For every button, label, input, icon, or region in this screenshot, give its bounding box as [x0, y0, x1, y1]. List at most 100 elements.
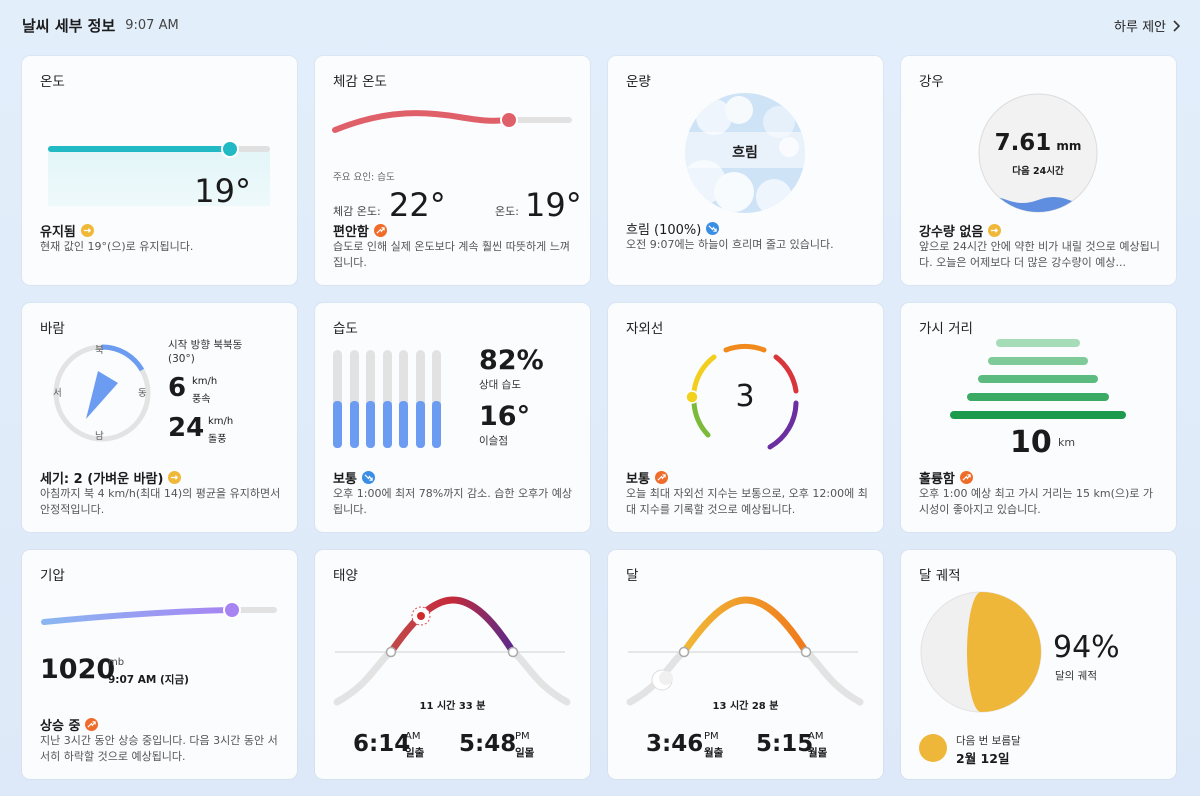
- sunset-ampm: PM: [515, 731, 530, 742]
- summary-text: 훌륭함: [919, 472, 955, 487]
- summary-title: 훌륭함: [919, 468, 973, 487]
- humidity-bar-fill: [399, 401, 408, 448]
- summary-desc: 습도로 인해 실제 온도보다 계속 훨씬 따뜻하게 느껴집니다.: [333, 240, 570, 269]
- rain-unit: mm: [1056, 139, 1082, 153]
- page-title: 날씨 세부 정보: [22, 16, 116, 35]
- visibility-bar: [988, 357, 1088, 365]
- humidity-bar: [366, 350, 375, 448]
- card-title: 강우: [919, 74, 944, 90]
- trend-down-icon: [706, 222, 720, 235]
- header: 날씨 세부 정보 9:07 AM 하루 제안: [0, 0, 1200, 50]
- rain-gauge: [978, 93, 1098, 213]
- humidity-bar-fill: [432, 401, 441, 448]
- chevron-right-icon: [1173, 19, 1180, 32]
- humidity-bars: [333, 350, 443, 448]
- humidity-card[interactable]: 습도 82% 상대 습도 16° 이슬점 보통 오후 1:00에 최저 78%까…: [315, 303, 590, 532]
- humidity-bar: [333, 350, 342, 448]
- wind-speed-unit: km/h: [192, 376, 218, 387]
- humidity-value: 82%: [479, 345, 544, 376]
- wind-card[interactable]: 바람 북 동 남 서 시작 방향 북북동 (30°) 6 km/h 풍속 24 …: [22, 303, 297, 532]
- steady-icon: [168, 471, 182, 484]
- moonlight-duration: 13 시간 28 분: [712, 701, 779, 712]
- card-title: 바람: [40, 321, 65, 337]
- card-title: 자외선: [626, 321, 664, 337]
- feels-like-card[interactable]: 체감 온도 주요 요인: 습도 체감 온도: 22° 온도: 19° 편안함 습…: [315, 56, 590, 285]
- rain-card[interactable]: 강우 7.61 mm 다음 24시간 강수량 없음 앞으로 24시간 안에 약한…: [901, 56, 1176, 285]
- cloud-center-label: 흐림: [732, 145, 758, 161]
- steady-icon: [988, 224, 1002, 237]
- trend-up-icon: [959, 471, 973, 484]
- feels-value: 22°: [389, 186, 446, 224]
- compass-west: 서: [53, 388, 62, 399]
- sun-arc: [333, 596, 571, 706]
- cloud-card[interactable]: 운량 흐림 흐림 (100%) 오전 9:07에는 하늘이 흐리며 줄고 있습니…: [608, 56, 883, 285]
- summary-desc: 오후 1:00에 최저 78%까지 감소. 습한 오후가 예상됩니다.: [333, 487, 573, 516]
- trend-down-icon: [361, 471, 375, 484]
- daily-suggestion-link[interactable]: 하루 제안: [1114, 16, 1180, 35]
- humidity-bar-fill: [333, 401, 342, 448]
- card-title: 기압: [40, 568, 65, 584]
- rain-period: 다음 24시간: [1012, 166, 1064, 177]
- pressure-unit: mb: [108, 657, 125, 668]
- compass-south: 남: [95, 431, 104, 442]
- cloud-illustration: [685, 93, 805, 213]
- moon-card[interactable]: 달 13 시간 28 분 3:46 PM 월출 5:15 AM 월몰: [608, 550, 883, 779]
- moon-phase-label: 달의 궤적: [1055, 670, 1097, 682]
- wind-gust: 24: [168, 413, 205, 443]
- summary-desc: 아침까지 북 4 km/h(최대 14)의 평균을 유지하면서 안정적입니다.: [40, 487, 281, 516]
- rain-value: 7.61: [994, 130, 1052, 156]
- summary-title: 보통: [333, 468, 375, 487]
- summary-text: 유지됨: [40, 225, 76, 240]
- sun-card[interactable]: 태양 11 시간 33 분 6:14 AM 일출 5:48 PM 일몰: [315, 550, 590, 779]
- moon-arc: [626, 596, 864, 706]
- card-title: 가시 거리: [919, 321, 973, 337]
- humidity-bar: [415, 350, 425, 448]
- summary-desc: 지난 3시간 동안 상승 중입니다. 다음 3시간 동안 서서히 하락할 것으로…: [40, 734, 278, 763]
- next-full-moon-date: 2월 12일: [956, 751, 1010, 766]
- moon-phase-card[interactable]: 달 궤적 94% 달의 궤적 다음 번 보름달 2월 12일: [901, 550, 1176, 779]
- moonrise-ampm: PM: [704, 731, 719, 742]
- moonrise-label: 월출: [704, 747, 724, 759]
- visibility-bar: [978, 375, 1098, 383]
- summary-text: 편안함: [333, 225, 369, 240]
- sunrise-ampm: AM: [405, 731, 421, 742]
- compass-east: 동: [138, 388, 147, 399]
- trend-up-icon: [654, 471, 668, 484]
- temperature-card[interactable]: 온도 19° 유지됨 현재 값인 19°(으)로 유지됩니다.: [22, 56, 297, 285]
- summary-text: 세기: 2 (가벼운 바람): [40, 472, 164, 487]
- temperature-bar: [48, 146, 230, 152]
- summary-title: 편안함: [333, 221, 387, 240]
- wind-speed-label: 풍속: [192, 394, 211, 405]
- summary-text: 흐림 (100%): [626, 223, 702, 238]
- temperature-fill: [48, 150, 270, 206]
- summary-text: 보통: [333, 472, 357, 487]
- daylight-duration: 11 시간 33 분: [419, 701, 486, 712]
- summary-title: 보통: [626, 468, 668, 487]
- summary-text: 상승 중: [40, 719, 81, 734]
- moon-phase-value: 94%: [1053, 630, 1120, 665]
- visibility-value: 10: [1010, 425, 1052, 460]
- temperature-knob: [221, 140, 239, 158]
- uv-value: 3: [735, 379, 755, 414]
- summary-desc: 앞으로 24시간 안에 약한 비가 내릴 것으로 예상됩니다. 오늘은 어제보다…: [919, 240, 1160, 269]
- wind-gust-label: 돌풍: [208, 434, 227, 445]
- humidity-label: 상대 습도: [479, 379, 521, 391]
- card-title: 태양: [333, 568, 358, 584]
- humidity-bar-fill: [415, 401, 425, 448]
- next-full-moon-label: 다음 번 보름달: [956, 735, 1021, 747]
- visibility-card[interactable]: 가시 거리 10 km 훌륭함 오후 1:00 예상 최고 가시 거리는 15 …: [901, 303, 1176, 532]
- summary-desc: 오후 1:00 예상 최고 가시 거리는 15 km(으)로 가시성이 좋아지고…: [919, 487, 1154, 516]
- temp-label: 온도:: [495, 205, 519, 218]
- wind-degree: (30°): [168, 353, 195, 365]
- uv-card[interactable]: 자외선 3 보통 오늘 최대 자외선 지수는 보통으로, 오후 12:00에 최…: [608, 303, 883, 532]
- pressure-card[interactable]: 기압 1020 mb 9:07 AM (지금) 상승 중 지난 3시간 동안 상…: [22, 550, 297, 779]
- summary-text: 강수량 없음: [919, 225, 984, 240]
- sunset-time: 5:48: [459, 731, 517, 757]
- humidity-bar-fill: [366, 401, 375, 448]
- full-moon-icon: [919, 734, 947, 762]
- summary-title: 흐림 (100%): [626, 219, 720, 238]
- card-title: 운량: [626, 74, 651, 90]
- sunset-label: 일몰: [515, 747, 535, 759]
- trend-up-icon: [373, 224, 387, 237]
- visibility-unit: km: [1058, 436, 1076, 449]
